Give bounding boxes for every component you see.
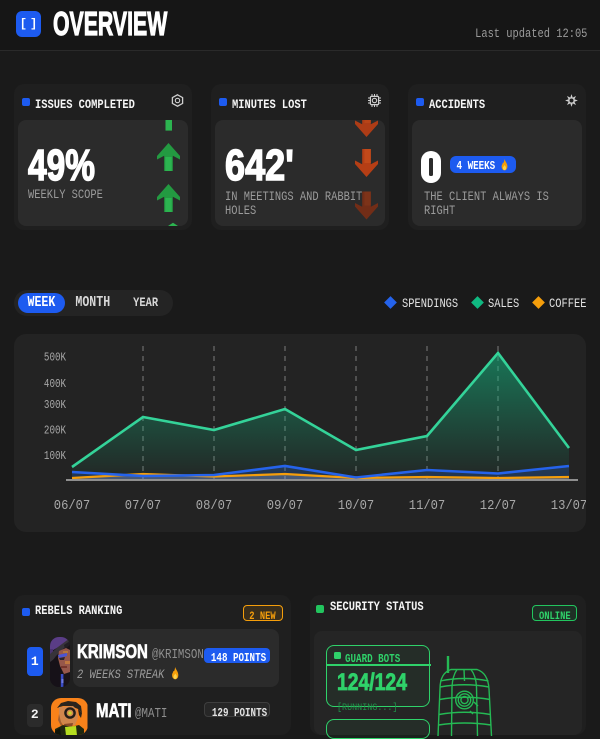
svg-text:13/07: 13/07	[551, 497, 586, 513]
svg-text:09/07: 09/07	[267, 497, 303, 513]
svg-text:08/07: 08/07	[196, 497, 232, 513]
svg-text:500K: 500K	[44, 352, 67, 365]
svg-text:12/07: 12/07	[480, 497, 516, 513]
svg-text:400K: 400K	[44, 378, 67, 391]
svg-text:200K: 200K	[44, 425, 67, 438]
svg-text:300K: 300K	[44, 399, 67, 412]
svg-text:100K: 100K	[44, 450, 67, 463]
svg-text:10/07: 10/07	[338, 497, 374, 513]
svg-text:07/07: 07/07	[125, 497, 161, 513]
svg-text:11/07: 11/07	[409, 497, 445, 513]
svg-text:06/07: 06/07	[54, 497, 90, 513]
